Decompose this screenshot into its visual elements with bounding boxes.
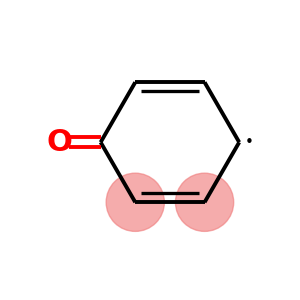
Circle shape	[106, 173, 164, 231]
Text: •: •	[245, 135, 254, 150]
Circle shape	[176, 173, 234, 231]
Text: O: O	[46, 128, 72, 157]
